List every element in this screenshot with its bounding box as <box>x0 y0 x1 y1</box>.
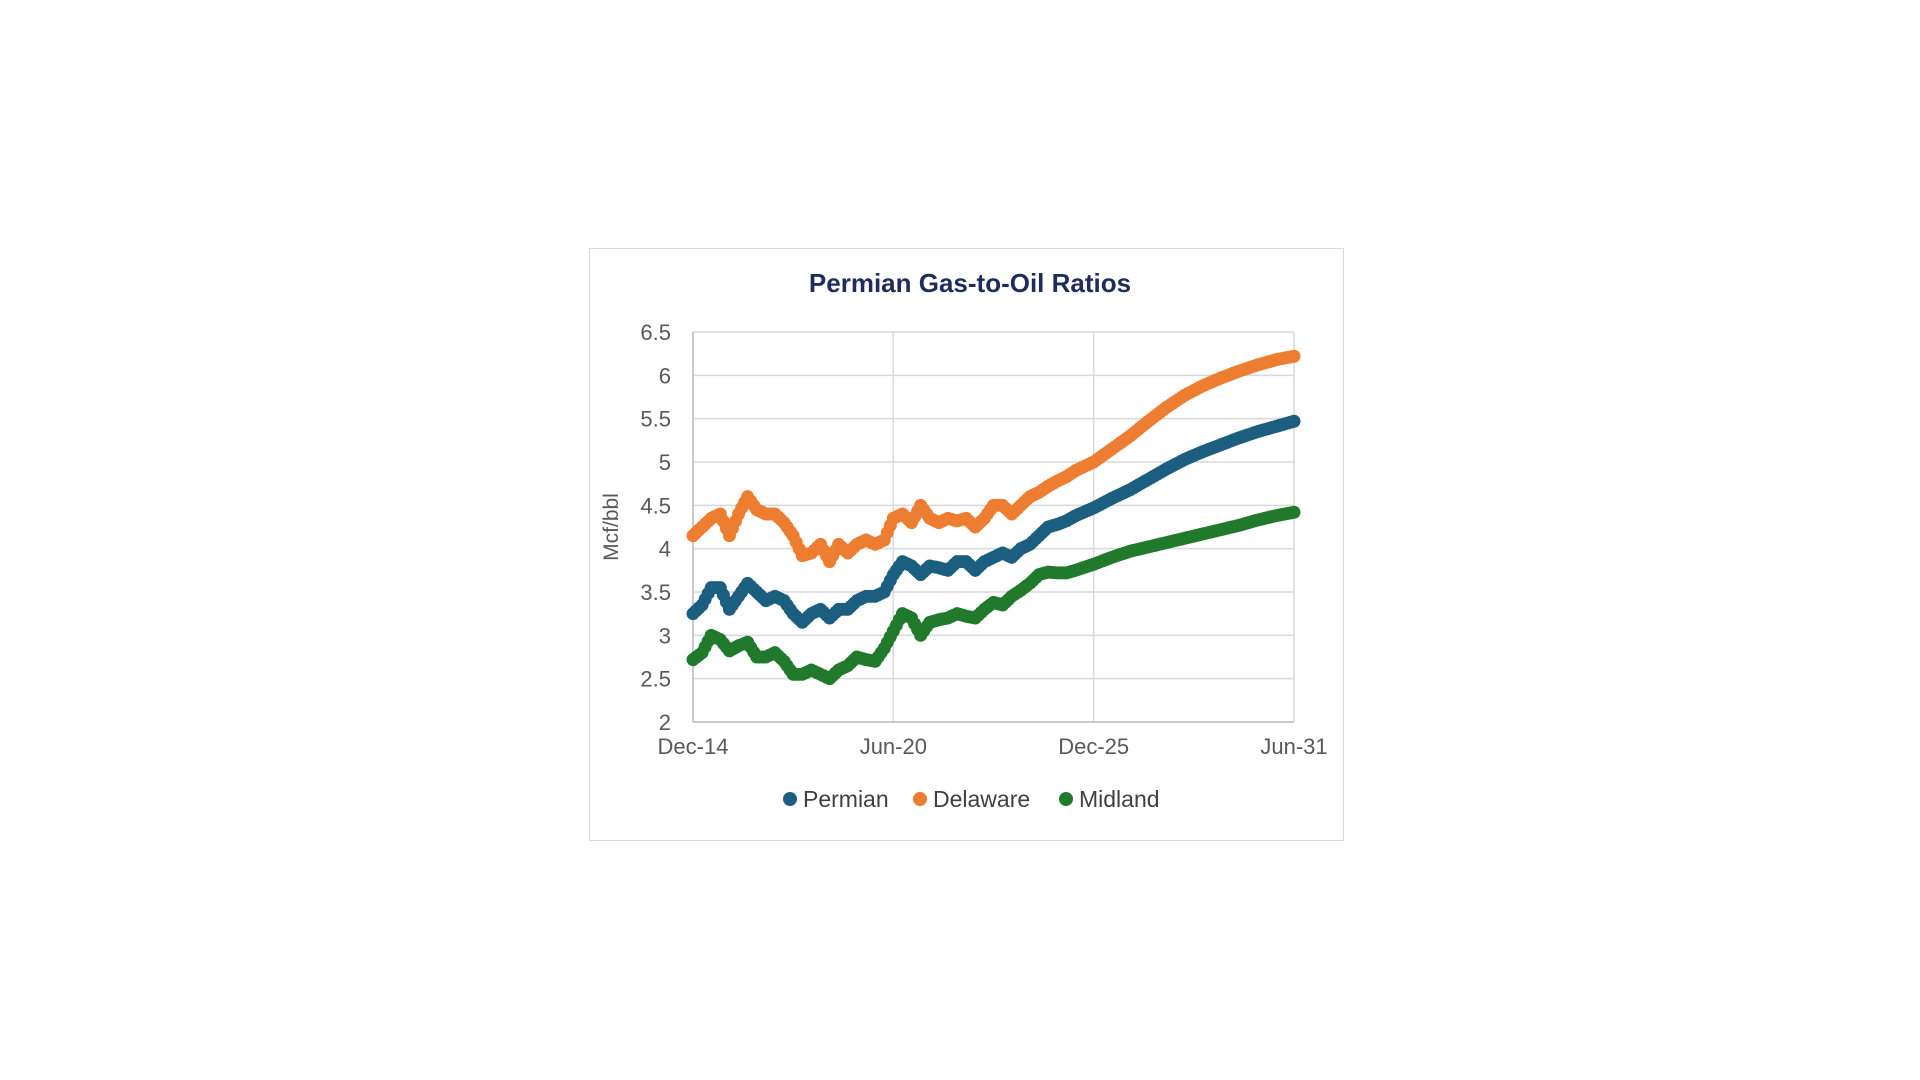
chart-svg: 2 2.5 3 3.5 4 4.5 5 5.5 6 6.5 Dec-14 Jun-20 Dec-25 Ju… <box>600 268 1328 812</box>
data-points <box>686 349 1301 686</box>
legend-label: Delaware <box>933 786 1030 812</box>
legend-item-permian: Permian <box>783 786 889 812</box>
data-point <box>1287 505 1301 519</box>
x-tick-label: Dec-14 <box>658 734 729 759</box>
series-delaware <box>686 349 1301 569</box>
chart-container: 2 2.5 3 3.5 4 4.5 5 5.5 6 6.5 Dec-14 Jun-20 Dec-25 Ju… <box>589 248 1344 841</box>
legend-label: Midland <box>1079 786 1160 812</box>
legend-marker <box>783 792 797 806</box>
y-axis-label: Mcf/bbl <box>600 493 623 561</box>
y-tick-label: 5.5 <box>640 407 671 432</box>
y-tick-label: 3.5 <box>640 580 671 605</box>
y-tick-label: 4.5 <box>640 493 671 518</box>
legend-marker <box>913 792 927 806</box>
y-tick-label: 2 <box>659 710 671 735</box>
legend-label: Permian <box>803 786 889 812</box>
legend-item-midland: Midland <box>1059 786 1160 812</box>
y-tick-label: 4 <box>659 537 671 562</box>
chart-title: Permian Gas-to-Oil Ratios <box>809 268 1131 298</box>
x-tick-label: Jun-20 <box>860 734 927 759</box>
y-tick-label: 2.5 <box>640 667 671 692</box>
data-point <box>1287 414 1301 428</box>
x-tick-label: Jun-31 <box>1260 734 1327 759</box>
legend-item-delaware: Delaware <box>913 786 1030 812</box>
y-tick-label: 5 <box>659 450 671 475</box>
legend: Permian Delaware Midland <box>783 786 1160 812</box>
x-tick-label: Dec-25 <box>1058 734 1129 759</box>
series-midland <box>686 505 1301 686</box>
series-permian <box>686 414 1301 629</box>
axes: 2 2.5 3 3.5 4 4.5 5 5.5 6 6.5 Dec-14 Jun-20 Dec-25 Ju… <box>640 320 1327 759</box>
y-tick-label: 6 <box>659 363 671 388</box>
y-tick-label: 3 <box>659 623 671 648</box>
data-point <box>1287 349 1301 363</box>
y-tick-label: 6.5 <box>640 320 671 345</box>
legend-marker <box>1059 792 1073 806</box>
